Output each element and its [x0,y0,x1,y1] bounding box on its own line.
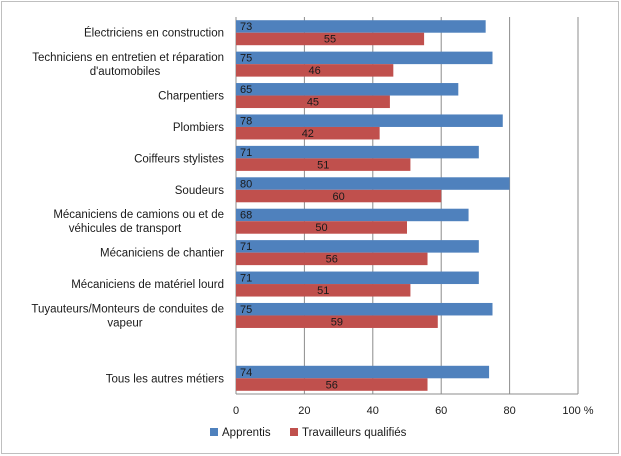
data-label: 68 [240,210,252,222]
bar-travailleurs [236,32,425,46]
data-label: 45 [307,97,319,109]
data-label: 75 [240,53,252,65]
data-label: 59 [331,316,343,328]
x-tick-label: 80 [503,405,515,417]
bar-travailleurs [236,64,394,77]
bar-apprentis [236,145,479,159]
bar-travailleurs [236,221,407,234]
data-label: 73 [240,21,252,33]
gridlines [235,17,579,395]
category-label: Mécaniciens de chantier [100,248,224,260]
x-tick-label: 20 [298,405,310,417]
bar-apprentis [236,302,493,316]
category-labels: Électriciens en construction Techniciens … [31,27,224,386]
bars [236,20,510,391]
bar-travailleurs [236,189,442,203]
bar-apprentis [236,208,469,222]
x-tick-label: 60 [435,405,447,417]
x-tick-label: 40 [367,405,379,417]
category-label: Tous les autres métiers [106,373,224,385]
data-label: 51 [317,159,329,171]
data-label: 75 [240,304,252,316]
data-label: 60 [332,191,344,203]
x-axis-ticks: 0 20 40 60 80 100 % [233,405,594,417]
bar-apprentis [236,114,503,127]
category-label: Plombiers [173,122,224,134]
category-label: Charpentiers [158,91,224,103]
category-label: Coiffeurs stylistes [134,153,224,165]
bar-travailleurs [236,126,380,140]
data-label: 50 [315,222,327,234]
data-label: 74 [240,367,252,379]
category-label: Électriciens en construction [84,27,224,40]
data-label: 46 [309,65,321,77]
data-label: 71 [240,273,252,285]
data-label: 42 [302,128,314,140]
category-label: Soudeurs [175,185,224,197]
category-label: Mécaniciens de matériel lourd [71,279,224,291]
legend: Apprentis Travailleurs qualifiés [210,427,407,439]
category-label: véhicules de transport [69,223,182,235]
category-label: vapeur [107,317,142,329]
category-label: Tuyauteurs/Monteurs de conduites de [31,303,224,315]
bar-apprentis [236,20,486,33]
bar-travailleurs [236,378,428,391]
legend-swatch [210,428,218,436]
data-label: 78 [240,115,252,127]
category-label: d'automobiles [90,66,161,78]
bar-apprentis [236,83,459,96]
data-label: 71 [240,241,252,253]
bar-apprentis [236,177,510,190]
bar-apprentis [236,51,493,65]
bar-apprentis [236,240,479,253]
bar-travailleurs [236,95,390,109]
legend-swatch [290,428,298,436]
category-label: Mécaniciens de camions ou et de [53,209,224,221]
data-label: 55 [324,34,336,46]
data-label: 51 [317,285,329,297]
data-label: 56 [326,379,338,391]
data-label: 71 [240,147,252,159]
data-labels: 73 55 75 46 65 45 78 42 71 51 80 60 68 50 71 56 71 51 75 59… [240,21,345,391]
bar-apprentis [236,271,479,285]
x-tick-label: 100 % [562,405,593,417]
bar-travailleurs [236,284,411,297]
data-label: 80 [240,178,252,190]
bar-travailleurs [236,315,438,328]
legend-label: Travailleurs qualifiés [302,427,407,439]
bar-travailleurs [236,158,411,171]
x-tick-label: 0 [233,405,239,417]
legend-label: Apprentis [222,427,271,439]
category-label: Techniciens en entretien et réparation [32,52,224,64]
bar-apprentis [236,365,490,379]
bar-travailleurs [236,252,428,266]
data-label: 65 [240,84,252,96]
data-label: 56 [326,254,338,266]
